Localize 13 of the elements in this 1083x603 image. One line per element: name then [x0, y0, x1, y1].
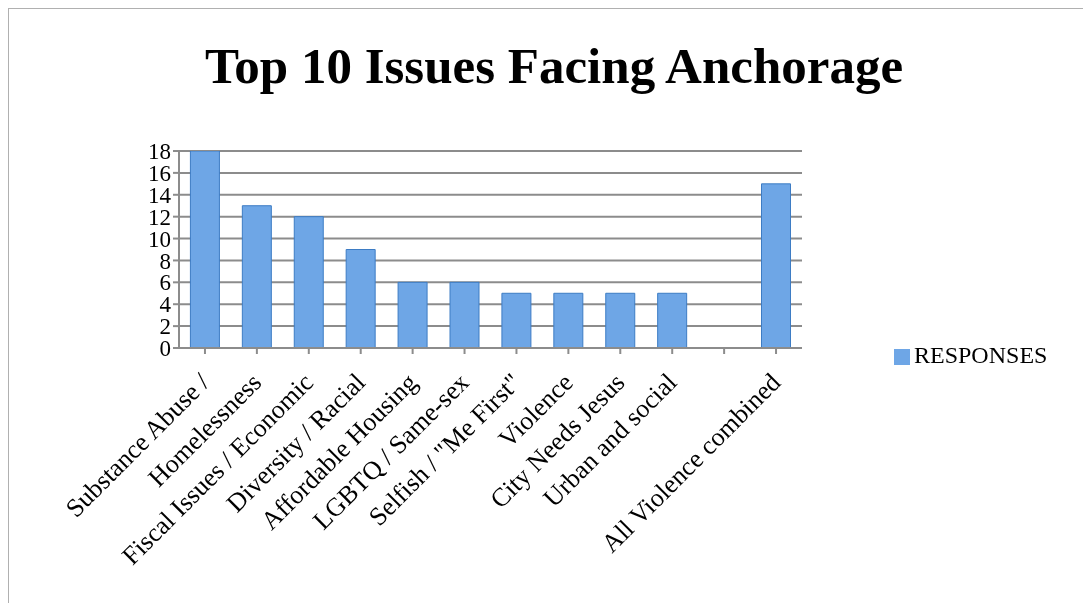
bar — [189, 151, 220, 348]
bar — [761, 183, 792, 348]
bar — [397, 281, 428, 348]
bar — [657, 292, 688, 348]
chart-title: Top 10 Issues Facing Anchorage — [203, 37, 905, 95]
bar — [293, 216, 324, 348]
bar — [241, 205, 272, 348]
legend-label: RESPONSES — [914, 342, 1048, 368]
bar — [553, 292, 584, 348]
bar — [501, 292, 532, 348]
bar — [449, 281, 480, 348]
bar — [605, 292, 636, 348]
bar — [345, 249, 376, 348]
